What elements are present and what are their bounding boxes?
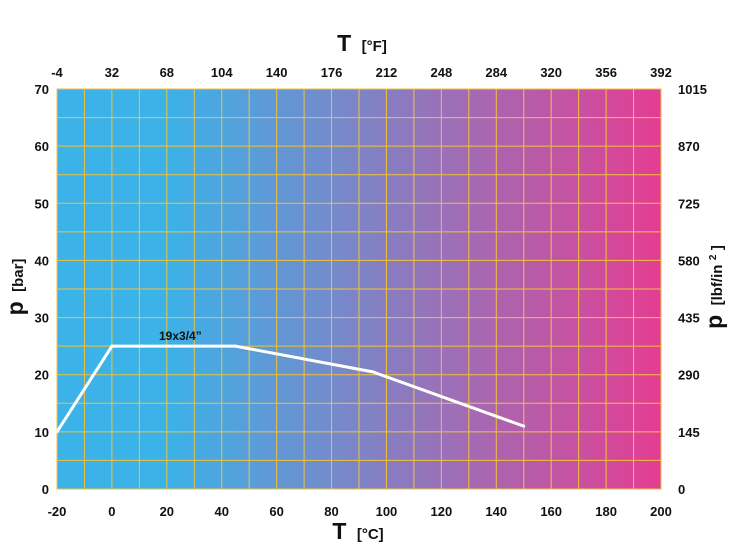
y2-tick-label: 870 — [678, 139, 700, 154]
y2-tick-label: 0 — [678, 482, 685, 497]
y2-tick-label: 580 — [678, 253, 700, 268]
x-tick-label: 80 — [324, 504, 338, 519]
x-axis-title-bottom: T [°C] — [332, 518, 383, 544]
x-tick-label: 0 — [108, 504, 115, 519]
x-axis-ticks-celsius: -20 0 20 40 60 80 100 120 140 160 180 200 — [48, 504, 672, 519]
y2-tick-label: 1015 — [678, 82, 707, 97]
series-points — [55, 344, 526, 434]
x-tick-label: 100 — [376, 504, 398, 519]
series-vertex — [233, 344, 237, 348]
y-tick-label: 50 — [35, 196, 49, 211]
y2-tick-label: 435 — [678, 311, 700, 326]
y-axis-symbol: p — [2, 301, 28, 315]
y-axis-unit: [bar] — [10, 259, 27, 292]
x2-tick-label: 32 — [105, 65, 119, 80]
y-tick-label: 40 — [35, 253, 49, 268]
x-tick-label: 60 — [269, 504, 283, 519]
x-tick-label: 40 — [214, 504, 228, 519]
series-vertex — [55, 430, 59, 434]
x-axis-symbol: T — [332, 518, 346, 544]
series-vertex — [371, 370, 375, 374]
x2-tick-label: 176 — [321, 65, 343, 80]
y2-axis-unit-end: ] — [709, 245, 726, 250]
y2-axis-symbol: p — [701, 315, 727, 329]
y-tick-label: 60 — [35, 139, 49, 154]
x-tick-label: 120 — [431, 504, 453, 519]
x2-axis-unit: [°F] — [362, 38, 387, 55]
x-tick-label: -20 — [48, 504, 67, 519]
y-axis-title-right: p [lbf/in 2 ] — [701, 245, 727, 329]
x-tick-label: 160 — [540, 504, 562, 519]
y2-tick-label: 145 — [678, 425, 700, 440]
x-axis-unit: [°C] — [357, 526, 384, 543]
y-axis-ticks-bar: 0 10 20 30 40 50 60 70 — [35, 82, 49, 497]
x-tick-label: 20 — [160, 504, 174, 519]
x2-tick-label: 320 — [540, 65, 562, 80]
y-axis-title-left: p [bar] — [2, 259, 28, 316]
y-axis-ticks-psi: 0 145 290 435 580 725 870 1015 — [678, 82, 707, 497]
y-tick-label: 20 — [35, 368, 49, 383]
y-tick-label: 0 — [42, 482, 49, 497]
grid — [57, 89, 661, 489]
y2-axis-unit: [lbf/in — [709, 265, 726, 306]
x2-tick-label: 104 — [211, 65, 233, 80]
y2-tick-label: 725 — [678, 196, 700, 211]
x-axis-title-top: T [°F] — [337, 30, 387, 56]
x2-axis-symbol: T — [337, 30, 351, 56]
y2-tick-label: 290 — [678, 368, 700, 383]
y2-axis-unit-sup: 2 — [708, 254, 719, 260]
series-vertex — [522, 424, 526, 428]
x2-tick-label: 392 — [650, 65, 672, 80]
x2-tick-label: 140 — [266, 65, 288, 80]
series-vertex — [110, 344, 114, 348]
y-tick-label: 70 — [35, 82, 49, 97]
y-tick-label: 10 — [35, 425, 49, 440]
x2-tick-label: -4 — [51, 65, 63, 80]
y-tick-label: 30 — [35, 311, 49, 326]
x2-tick-label: 248 — [431, 65, 453, 80]
x-axis-ticks-fahrenheit: -4 32 68 104 140 176 212 248 284 320 356 392 — [51, 65, 672, 80]
x2-tick-label: 212 — [376, 65, 398, 80]
x-tick-label: 140 — [485, 504, 507, 519]
x-tick-label: 200 — [650, 504, 672, 519]
x2-tick-label: 284 — [485, 65, 507, 80]
plot-frame — [56, 88, 662, 490]
x2-tick-label: 68 — [160, 65, 174, 80]
series-label: 19x3/4” — [159, 329, 202, 343]
x-tick-label: 180 — [595, 504, 617, 519]
x2-tick-label: 356 — [595, 65, 617, 80]
